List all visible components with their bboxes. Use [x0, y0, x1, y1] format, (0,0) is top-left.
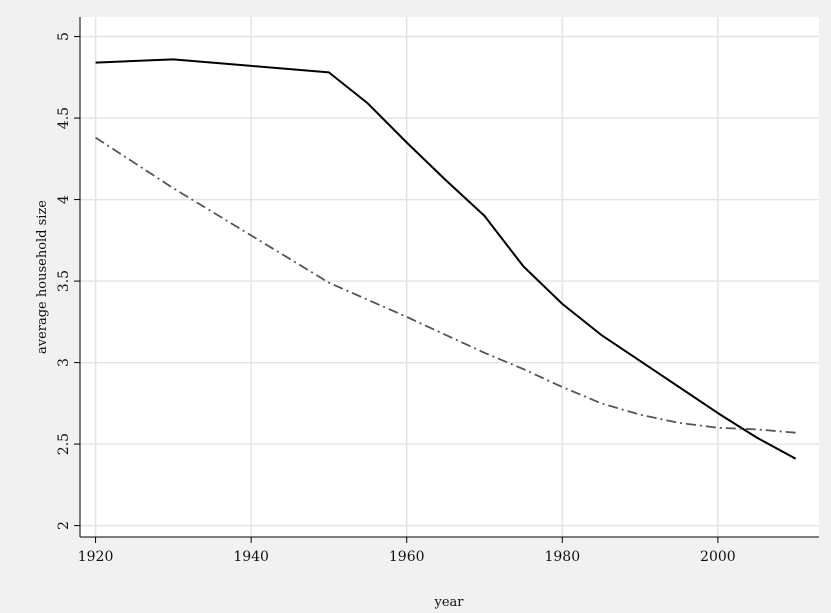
- series-0-point: [522, 265, 524, 267]
- series-1-point: [406, 316, 408, 318]
- y-tick-label: 2: [56, 521, 72, 530]
- series-0-point: [172, 58, 174, 60]
- series-1-point: [522, 368, 524, 370]
- series-1-point: [328, 282, 330, 284]
- axes: 1920 1940 1960 1980 2000 2 2.5 3 3.5 4 4.5 5: [56, 17, 819, 565]
- x-axis-label: year: [433, 595, 464, 609]
- y-tick-label: 4: [56, 195, 72, 204]
- grid: [80, 17, 819, 537]
- series-1-point: [678, 422, 680, 424]
- series-0-point: [561, 303, 563, 305]
- y-tick-label: 5: [56, 32, 72, 41]
- series-1-point: [95, 137, 97, 139]
- series-1-point: [600, 402, 602, 404]
- series-1-point: [756, 428, 758, 430]
- series-0-point: [406, 142, 408, 144]
- series-0-point: [639, 360, 641, 362]
- series-0-point: [367, 102, 369, 104]
- series-1-point: [250, 234, 252, 236]
- series-0-point: [678, 386, 680, 388]
- series-1-point: [717, 427, 719, 429]
- series-line-0: [95, 58, 797, 460]
- series-0-point: [795, 458, 797, 460]
- series: [95, 58, 797, 460]
- y-tick-label: 3: [56, 358, 72, 367]
- plot-area: [80, 17, 819, 537]
- y-tick-label: 4.5: [56, 107, 72, 129]
- series-1-point: [795, 432, 797, 434]
- series-0-point: [328, 71, 330, 73]
- series-0-point: [445, 179, 447, 181]
- y-axis-label: average household size: [35, 200, 50, 354]
- series-0-point: [756, 437, 758, 439]
- series-0-point: [484, 215, 486, 217]
- series-0-point: [717, 412, 719, 414]
- x-tick-label: 1960: [389, 549, 425, 565]
- x-tick-label: 1940: [233, 549, 269, 565]
- series-0-point: [250, 65, 252, 67]
- y-tick-label: 2.5: [56, 433, 72, 455]
- series-1-point: [484, 352, 486, 354]
- series-1-point: [639, 414, 641, 416]
- x-tick-label: 1920: [78, 549, 114, 565]
- series-1-point: [561, 386, 563, 388]
- series-0-point: [600, 334, 602, 336]
- series-1-point: [172, 187, 174, 189]
- x-tick-label: 2000: [700, 549, 736, 565]
- series-line-1: [95, 136, 796, 434]
- x-tick-label: 1980: [544, 549, 580, 565]
- y-tick-label: 3.5: [56, 270, 72, 292]
- series-0-point: [95, 62, 97, 64]
